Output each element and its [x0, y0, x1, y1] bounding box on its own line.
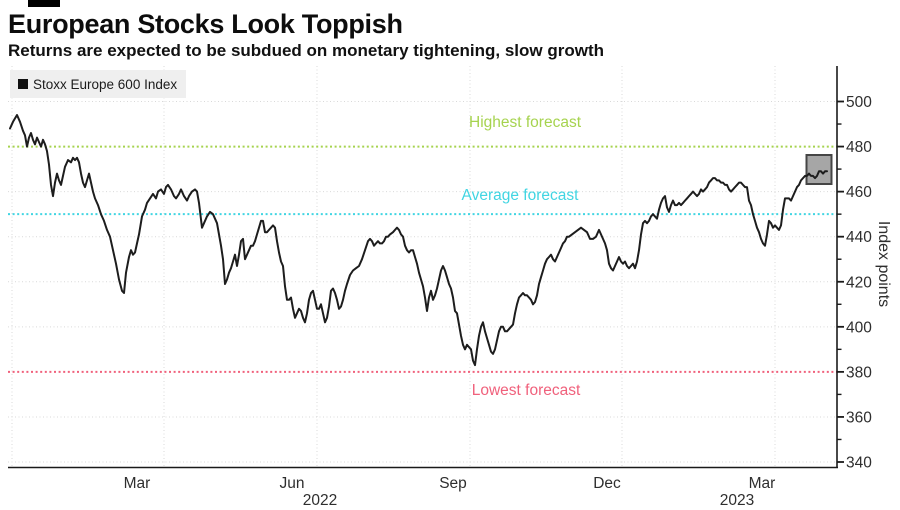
- page-title: European Stocks Look Toppish: [8, 9, 403, 39]
- x-month-label: Jun: [280, 475, 305, 492]
- latest-value-box: [805, 154, 833, 185]
- y-tick-label: 360: [846, 409, 872, 426]
- x-month-label: Dec: [593, 475, 621, 492]
- page-subtitle: Returns are expected to be subdued on mo…: [8, 41, 605, 60]
- series-line: [9, 114, 828, 367]
- y-tick-label: 480: [846, 139, 872, 156]
- y-tick-label: 500: [846, 94, 872, 111]
- legend: Stoxx Europe 600 Index: [10, 70, 186, 98]
- y-tick-label: 400: [846, 319, 872, 336]
- x-month-label: Sep: [439, 475, 467, 492]
- lowest-forecast-label: Lowest forecast: [472, 382, 581, 399]
- x-year-label: 2022: [303, 492, 337, 509]
- y-tick-label: 460: [846, 184, 872, 201]
- y-tick-label: 420: [846, 274, 872, 291]
- legend-label: Stoxx Europe 600 Index: [33, 76, 178, 92]
- legend-swatch-icon: [18, 79, 28, 89]
- y-axis-title: Index points: [875, 221, 892, 307]
- x-month-label: Mar: [124, 475, 151, 492]
- y-axis-ticks: [837, 100, 844, 463]
- x-month-label: Mar: [749, 475, 776, 492]
- y-tick-label: 340: [846, 455, 872, 472]
- brand-bar: [28, 0, 60, 7]
- average-forecast-label: Average forecast: [462, 187, 580, 204]
- y-tick-label: 440: [846, 229, 872, 246]
- highest-forecast-label: Highest forecast: [469, 114, 582, 131]
- y-tick-label: 380: [846, 364, 872, 381]
- vertical-gridlines: [11, 66, 776, 468]
- x-year-label: 2023: [720, 492, 754, 509]
